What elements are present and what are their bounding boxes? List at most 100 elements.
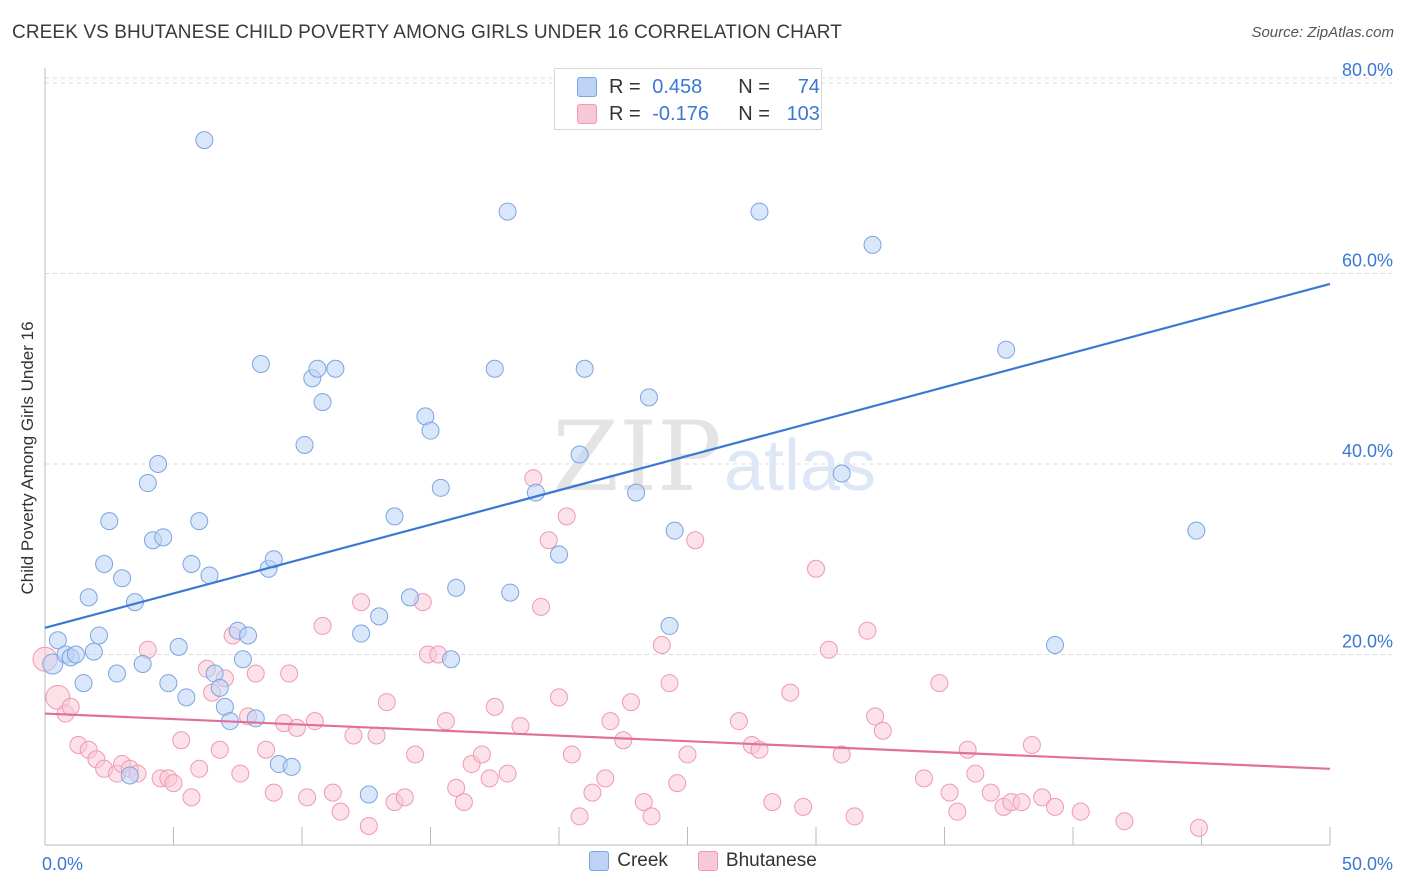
bhutanese-point [532, 597, 551, 616]
bhutanese-point [454, 793, 473, 812]
bhutanese-point [614, 731, 633, 750]
bhutanese-point [287, 718, 306, 737]
bhutanese-point [807, 559, 825, 578]
bhutanese-point [930, 674, 949, 693]
bhutanese-point [257, 740, 276, 759]
creek-point [154, 528, 173, 547]
bhutanese-point [498, 764, 517, 783]
bhutanese-point [395, 788, 414, 807]
bhutanese-point [634, 793, 653, 812]
creek-point [501, 583, 520, 602]
bhutanese-points [32, 469, 1208, 837]
creek-n-label: N = [738, 75, 770, 98]
bhutanese-point [190, 759, 209, 778]
creek-point [442, 650, 461, 669]
bhutanese-n-value: 103 [786, 102, 820, 125]
creek-point [246, 709, 265, 728]
creek-point [84, 642, 103, 661]
legend-swatch-creek [589, 851, 610, 871]
creek-point [138, 474, 157, 493]
tick-labels: 20.0% 40.0% 60.0% 80.0% 0.0% 50.0% [42, 60, 1393, 874]
legend: Creek Bhutanese [0, 850, 1406, 872]
creek-trend-line [44, 282, 1331, 629]
creek-point [308, 359, 327, 378]
creek-point [295, 435, 314, 454]
y-tick-label: 80.0% [1342, 60, 1393, 80]
bhutanese-point [958, 740, 977, 759]
creek-point [421, 421, 440, 440]
creek-point [113, 569, 132, 588]
creek-point [107, 664, 126, 683]
creek-point [352, 624, 371, 643]
creek-point [326, 359, 345, 378]
creek-point [570, 445, 589, 464]
bhutanese-point [621, 693, 640, 712]
bhutanese-point [794, 797, 813, 816]
creek-point [447, 578, 466, 597]
y-axis-label: Child Poverty Among Girls Under 16 [18, 321, 37, 594]
bhutanese-point [914, 769, 933, 788]
bhutanese-point [596, 769, 615, 788]
bhutanese-point [210, 740, 229, 759]
creek-point [997, 340, 1016, 359]
bhutanese-point [436, 712, 455, 731]
bhutanese-point [480, 769, 499, 788]
bhutanese-point [511, 716, 530, 735]
creek-point [89, 626, 108, 645]
bhutanese-point [981, 783, 1000, 802]
bhutanese-point [264, 783, 283, 802]
creek-point [485, 359, 504, 378]
bhutanese-swatch [577, 104, 597, 124]
creek-point [233, 650, 252, 669]
bhutanese-point [447, 778, 466, 797]
y-tick-label: 60.0% [1342, 251, 1393, 271]
bhutanese-point [570, 807, 589, 826]
stats-box: R = 0.458 N = 74 R = -0.176 N = 103 [554, 68, 822, 130]
bhutanese-point [550, 688, 568, 707]
creek-point [431, 478, 450, 497]
creek-point [639, 388, 658, 407]
bhutanese-point [781, 683, 800, 702]
creek-point [182, 555, 201, 574]
creek-points [42, 131, 1206, 804]
bhutanese-point [1012, 793, 1031, 812]
bhutanese-point [1071, 802, 1090, 821]
creek-point [239, 626, 258, 645]
creek-point [498, 202, 517, 221]
bhutanese-point [377, 693, 396, 712]
bhutanese-point [323, 783, 342, 802]
stats-row-creek: R = 0.458 N = 74 [577, 74, 820, 100]
y-tick-label: 40.0% [1342, 441, 1393, 461]
bhutanese-point [858, 621, 877, 640]
bhutanese-point [359, 816, 378, 835]
creek-r-value: 0.458 [652, 75, 703, 98]
legend-swatch-bhutanese [697, 851, 718, 871]
bhutanese-point [1189, 818, 1208, 837]
legend-item-bhutanese: Bhutanese [697, 850, 817, 872]
creek-point [120, 766, 139, 785]
creek-point [313, 393, 332, 412]
legend-label-creek: Creek [617, 850, 668, 871]
bhutanese-point [344, 726, 363, 745]
creek-point [66, 645, 85, 664]
creek-point [385, 507, 404, 526]
bhutanese-point [331, 802, 350, 821]
axes [44, 68, 1331, 846]
bhutanese-point [1046, 797, 1065, 816]
creek-point [190, 512, 209, 531]
creek-swatch [577, 77, 597, 97]
creek-point [282, 757, 301, 776]
creek-n-value: 74 [797, 75, 820, 98]
creek-point [1046, 635, 1065, 654]
bhutanese-point [1022, 735, 1041, 754]
creek-point [159, 674, 178, 693]
creek-point [370, 607, 389, 626]
bhutanese-point [652, 635, 671, 654]
bhutanese-point [305, 712, 324, 731]
bhutanese-point [686, 531, 705, 550]
creek-point [750, 202, 769, 221]
creek-point [665, 521, 684, 540]
bhutanese-point [668, 774, 687, 793]
bhutanese-point [678, 745, 697, 764]
